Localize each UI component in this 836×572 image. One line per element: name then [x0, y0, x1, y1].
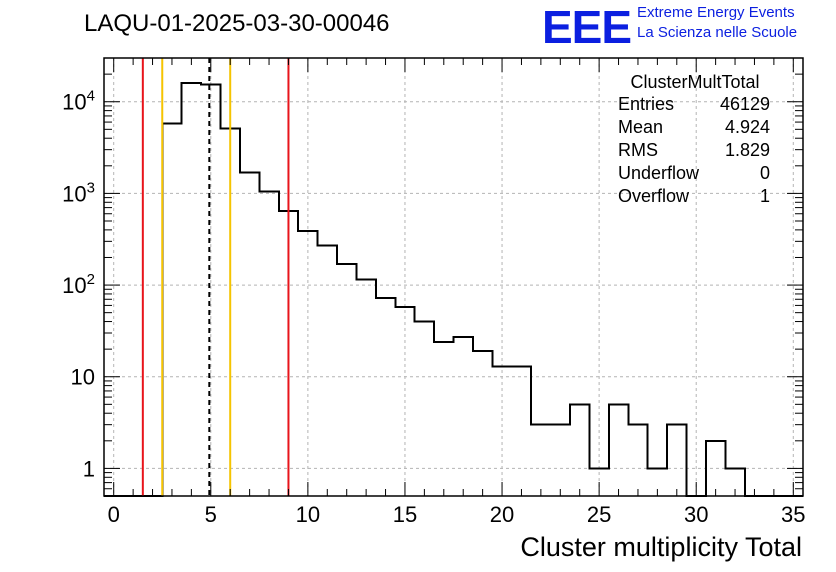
histogram-bin [454, 337, 473, 496]
stats-key: Overflow [618, 186, 690, 206]
histogram-bin [512, 366, 531, 496]
x-tick-label: 15 [393, 502, 417, 527]
stats-row-overflow: Overflow 1 [618, 186, 770, 208]
histogram-bin [609, 404, 628, 496]
histogram-bin [531, 425, 550, 496]
x-tick-label: 0 [108, 502, 120, 527]
axes [103, 57, 804, 497]
y-tick-label: 102 [62, 271, 95, 298]
stats-value: 1.829 [724, 140, 770, 160]
histogram-bin [434, 342, 453, 496]
histogram-bin [415, 322, 434, 496]
histogram-outline [104, 82, 803, 497]
stats-title: ClusterMultTotal [630, 72, 760, 92]
histogram-bin [182, 83, 201, 496]
eee-logo: EEE [542, 1, 632, 53]
stats-row-mean: Mean 4.924 [618, 117, 770, 139]
stats-value: 4.924 [724, 117, 770, 137]
histogram-bin [473, 351, 492, 496]
x-tick-label: 35 [781, 502, 805, 527]
stats-value: 0 [759, 163, 770, 183]
stats-value: 46129 [719, 94, 770, 114]
histogram-bin [201, 84, 220, 496]
plot-frame [103, 57, 804, 497]
histogram-bin [337, 264, 356, 496]
stats-key: RMS [618, 140, 658, 160]
stats-row-entries: Entries 46129 [618, 94, 770, 116]
y-tick-label: 103 [62, 179, 95, 206]
y-tick-label: 104 [62, 88, 95, 115]
x-tick-label: 20 [490, 502, 514, 527]
histogram-bin [240, 172, 259, 496]
y-tick-exponent: 2 [87, 271, 95, 288]
histogram-series [104, 82, 803, 497]
y-tick-label: 1 [83, 456, 95, 481]
stats-row-underflow: Underflow 0 [618, 163, 770, 185]
histogram-bin [376, 298, 395, 496]
stats-key: Underflow [618, 163, 700, 183]
statistics-box: ClusterMultTotal Entries 46129 Mean 4.92… [610, 72, 778, 206]
logo-caption-line2: La Scienza nelle Scuole [637, 24, 798, 41]
y-tick-base: 10 [62, 90, 86, 115]
y-tick-exponent: 4 [87, 88, 95, 105]
x-tick-label: 10 [296, 502, 320, 527]
histogram-bin [356, 280, 375, 496]
histogram-bin [162, 123, 181, 496]
x-tick-label: 30 [684, 502, 708, 527]
y-tick-base: 10 [62, 273, 86, 298]
histogram-bin [667, 425, 686, 496]
y-tick-label: 10 [71, 365, 95, 390]
logo-caption-line1: Extreme Energy Events [637, 4, 795, 21]
stats-key: Mean [618, 117, 664, 137]
chart-title: LAQU-01-2025-03-30-00046 [84, 10, 390, 37]
x-tick-label: 25 [587, 502, 611, 527]
y-tick-exponent: 3 [87, 179, 95, 196]
x-axis-label: Cluster multiplicity Total [520, 532, 802, 562]
x-tick-label: 5 [205, 502, 217, 527]
stats-row-rms: RMS 1.829 [618, 140, 770, 162]
histogram-bin [318, 246, 337, 496]
histogram-bin [628, 425, 647, 496]
histogram-bin [259, 191, 278, 496]
histogram-bin [570, 404, 589, 496]
y-tick-base: 10 [62, 181, 86, 206]
histogram-bin [551, 425, 570, 496]
stats-value: 1 [759, 186, 770, 206]
stats-key: Entries [618, 94, 675, 114]
marker-lines [141, 58, 290, 496]
